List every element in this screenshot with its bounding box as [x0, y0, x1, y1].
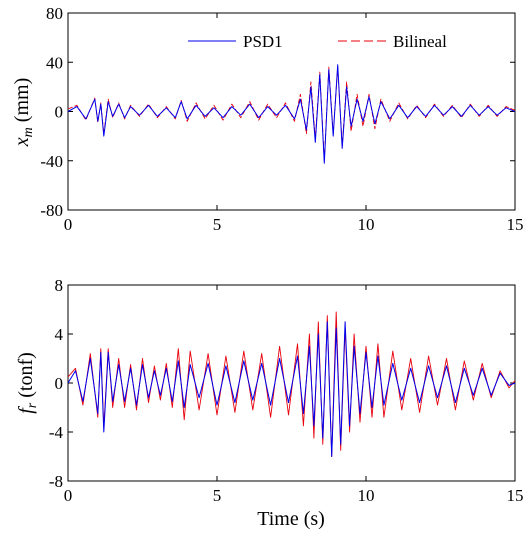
bottom-ytick-label: -4 [49, 423, 64, 442]
legend: PSD1 Bilineal [188, 32, 447, 51]
top-ytick-label: 80 [46, 4, 63, 23]
top-ylabel-unit: (mm) [11, 78, 33, 127]
top-xtick-label: 10 [358, 215, 375, 234]
bottom-axis-frame [67, 284, 516, 482]
bottom-ylabel: fr (tonf) [15, 352, 40, 414]
top-panel: 0 5 10 15 -80 -40 0 40 80 PSD1 Bilineal xm (mm) [11, 4, 523, 234]
bottom-ytick-label: -8 [49, 472, 63, 491]
top-ylabel: xm (mm) [11, 78, 36, 147]
top-ylabel-main: x [11, 137, 33, 147]
legend-psd1-label: PSD1 [243, 32, 283, 51]
top-ytick-label: 40 [46, 53, 63, 72]
bottom-ylabel-sub: r [25, 402, 40, 408]
bottom-ytick-label: 0 [55, 374, 64, 393]
bottom-xlabel: Time (s) [257, 508, 325, 530]
bottom-series-bilineal-line [67, 311, 516, 457]
bottom-ticks: 0 5 10 15 -8 -4 0 4 8 [49, 276, 523, 505]
bottom-panel: 0 5 10 15 -8 -4 0 4 8 fr (tonf) Time (s) [15, 276, 523, 530]
bottom-ytick-label: 8 [55, 276, 64, 295]
top-ylabel-sub: m [21, 127, 36, 137]
top-xtick-label: 15 [507, 215, 523, 234]
bottom-series-psd1-line [67, 321, 516, 457]
bottom-xtick-label: 15 [507, 486, 523, 505]
bottom-ylabel-main: f [15, 406, 37, 414]
bottom-xtick-label: 0 [64, 486, 73, 505]
bottom-xtick-label: 5 [213, 486, 222, 505]
bottom-series [67, 311, 516, 457]
top-ytick-label: -80 [40, 201, 63, 220]
top-series-psd1-line [67, 64, 516, 164]
top-xtick-label: 5 [213, 215, 222, 234]
bottom-ylabel-unit: (tonf) [15, 352, 37, 403]
top-ticks: 0 5 10 15 -80 -40 0 40 80 [40, 4, 523, 234]
bottom-ytick-label: 4 [55, 325, 64, 344]
top-series [67, 64, 516, 164]
top-xtick-label: 0 [64, 215, 73, 234]
top-ytick-label: -40 [40, 152, 63, 171]
top-ytick-label: 0 [55, 103, 64, 122]
bottom-xtick-label: 10 [358, 486, 375, 505]
legend-bilineal-label: Bilineal [393, 32, 447, 51]
